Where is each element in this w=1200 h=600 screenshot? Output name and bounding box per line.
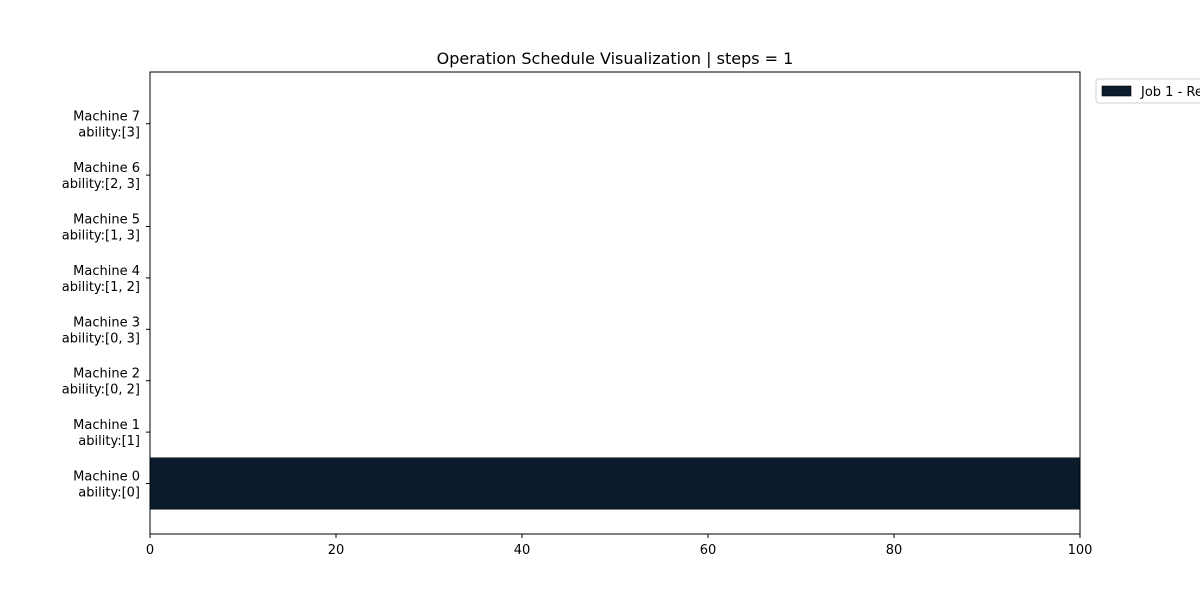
legend-label: Job 1 - Re	[1140, 85, 1200, 100]
x-tick-label: 100	[1068, 543, 1093, 558]
y-tick-label-ability: ability:[1]	[78, 434, 140, 449]
y-tick-label-machine: Machine 6	[73, 161, 140, 176]
x-axis: 0 20 40 60 80 100	[146, 534, 1093, 558]
legend-swatch	[1101, 85, 1132, 97]
plot-frame	[149, 71, 1081, 535]
chart-title: Operation Schedule Visualization | steps…	[437, 49, 794, 68]
y-tick-label-ability: ability:[1, 3]	[62, 229, 140, 244]
x-tick-label: 0	[146, 543, 154, 558]
x-tick-label: 40	[514, 543, 531, 558]
y-tick-label-machine: Machine 2	[73, 367, 140, 382]
y-tick-label-machine: Machine 5	[73, 213, 140, 228]
x-tick-label: 60	[700, 543, 717, 558]
y-tick-label-ability: ability:[0, 3]	[62, 331, 140, 346]
bars-layer	[149, 457, 1081, 510]
x-tick-label: 20	[328, 543, 345, 558]
schedule-bar	[149, 457, 1081, 510]
y-tick-label-machine: Machine 0	[73, 470, 140, 485]
y-tick-label-ability: ability:[0, 2]	[62, 383, 140, 398]
y-tick-label-machine: Machine 4	[73, 264, 140, 279]
y-tick-label-ability: ability:[3]	[78, 126, 140, 141]
y-tick-label-machine: Machine 3	[73, 315, 140, 330]
legend-box	[1095, 78, 1200, 104]
y-tick-label-machine: Machine 1	[73, 418, 140, 433]
y-tick-label-ability: ability:[2, 3]	[62, 177, 140, 192]
x-tick-label: 80	[886, 543, 903, 558]
y-tick-label-machine: Machine 7	[73, 110, 140, 125]
y-tick-label-ability: ability:[0]	[78, 486, 140, 501]
y-tick-label-ability: ability:[1, 2]	[62, 280, 140, 295]
legend: Job 1 - Re	[1095, 78, 1200, 104]
